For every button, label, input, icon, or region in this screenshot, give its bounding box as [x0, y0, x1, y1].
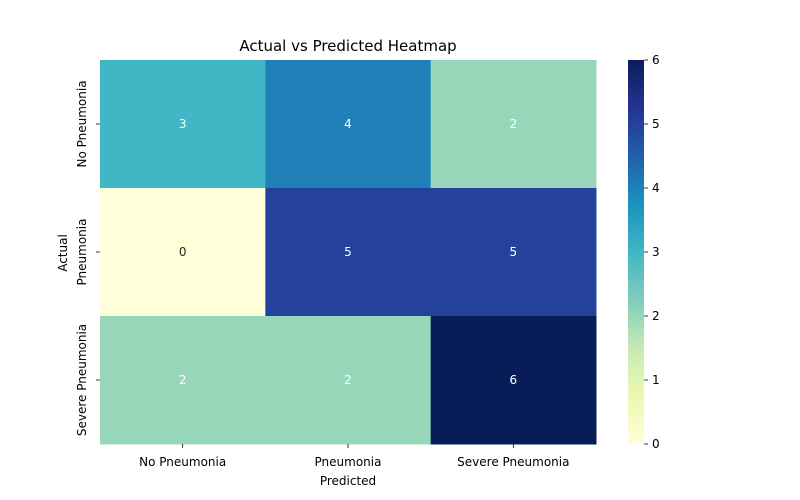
cell-value-label: 2: [179, 373, 187, 387]
heatmap-cell: [100, 188, 266, 317]
x-axis-label: Predicted: [320, 474, 376, 488]
cell-annotations: 3 4 2 0 5 5 2 2 6: [179, 117, 517, 387]
heatmap-cell: [430, 60, 597, 189]
heatmap-cell: [265, 188, 432, 317]
colorbar-tick-label: 6: [652, 53, 660, 67]
chart-title: Actual vs Predicted Heatmap: [239, 37, 456, 55]
cell-value-label: 2: [344, 373, 352, 387]
cell-value-label: 5: [344, 245, 352, 259]
colorbar-tick-label: 0: [652, 437, 660, 451]
colorbar-ticks: 0 1 2 3 4 5 6: [644, 53, 660, 451]
colorbar: [628, 60, 644, 444]
colorbar-tick-label: 4: [652, 181, 660, 195]
heatmap-cell: [265, 316, 432, 445]
heatmap-cell: [100, 316, 266, 445]
colorbar-tick-label: 5: [652, 117, 660, 131]
y-tick-label: Severe Pneumonia: [75, 324, 89, 436]
cell-value-label: 4: [344, 117, 352, 131]
x-tick-label: Pneumonia: [315, 455, 382, 469]
colorbar-tick-label: 3: [652, 245, 660, 259]
cell-value-label: 3: [179, 117, 187, 131]
heatmap-cells: [100, 60, 597, 445]
x-tick-label: No Pneumonia: [139, 455, 226, 469]
heatmap-cell: [430, 316, 597, 445]
cell-value-label: 0: [179, 245, 187, 259]
y-axis-ticks: No Pneumonia Pneumonia Severe Pneumonia: [75, 80, 100, 436]
heatmap-cell: [430, 188, 597, 317]
y-tick-label: No Pneumonia: [75, 80, 89, 167]
heatmap-cell: [265, 60, 432, 189]
cell-value-label: 6: [510, 373, 518, 387]
y-tick-label: Pneumonia: [75, 219, 89, 286]
x-axis-ticks: No Pneumonia Pneumonia Severe Pneumonia: [139, 444, 569, 469]
cell-value-label: 5: [510, 245, 518, 259]
heatmap-cell: [100, 60, 266, 189]
y-axis-label: Actual: [56, 234, 70, 272]
x-tick-label: Severe Pneumonia: [457, 455, 569, 469]
colorbar-tick-label: 1: [652, 373, 660, 387]
cell-value-label: 2: [510, 117, 518, 131]
colorbar-tick-label: 2: [652, 309, 660, 323]
